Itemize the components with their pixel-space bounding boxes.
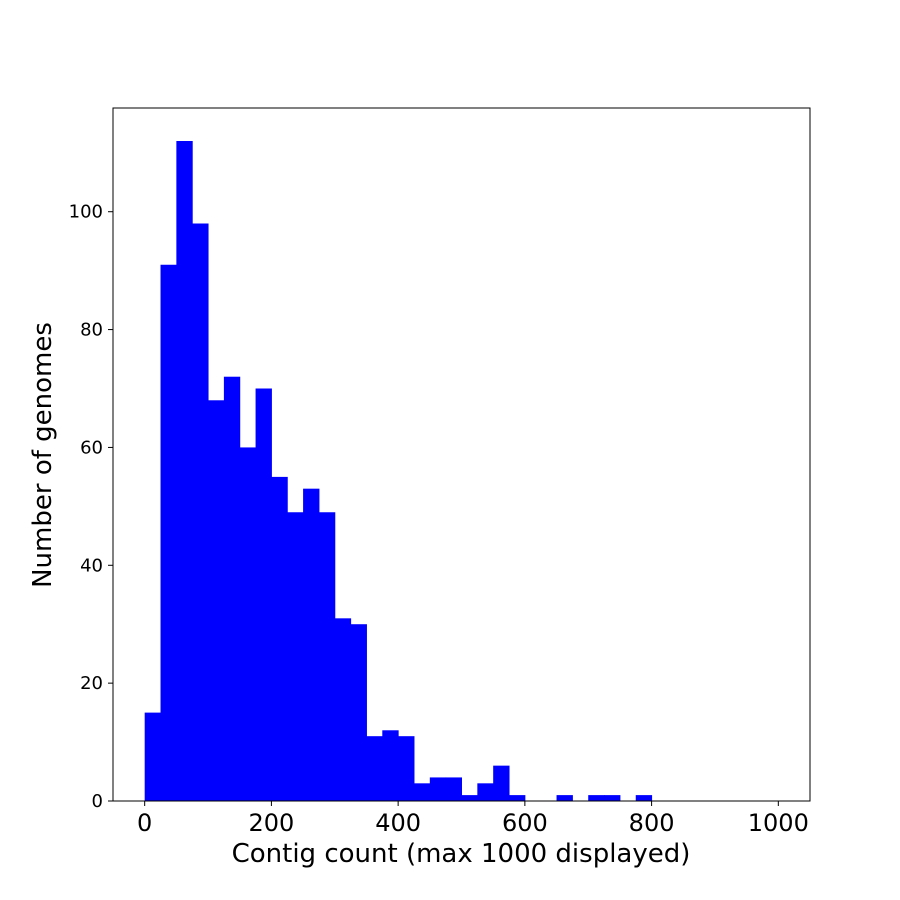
x-tick-label-5: 1000 bbox=[748, 809, 809, 837]
histogram-bar-22 bbox=[493, 765, 510, 801]
y-tick-label-0: 0 bbox=[92, 791, 103, 812]
histogram-bar-4 bbox=[208, 400, 225, 801]
x-tick-label-1: 200 bbox=[249, 809, 295, 837]
histogram-bar-13 bbox=[350, 624, 367, 801]
x-tick-label-3: 600 bbox=[502, 809, 548, 837]
histogram-bar-18 bbox=[429, 777, 447, 801]
histogram-bar-20 bbox=[461, 795, 478, 801]
histogram-bar-2 bbox=[176, 141, 193, 801]
histogram-bar-31 bbox=[635, 795, 653, 801]
x-tick-label-0: 0 bbox=[137, 809, 152, 837]
histogram-bar-14 bbox=[366, 736, 383, 801]
histogram-bar-21 bbox=[477, 783, 494, 801]
histogram-bar-12 bbox=[334, 618, 352, 801]
y-tick-label-5: 100 bbox=[69, 202, 103, 223]
x-axis-ticks: 0 200 400 600 800 1000 bbox=[137, 801, 809, 837]
histogram-bar-11 bbox=[318, 512, 336, 801]
histogram-bar-16 bbox=[398, 736, 415, 801]
histogram-bar-17 bbox=[413, 783, 431, 801]
histogram-bar-8 bbox=[271, 476, 288, 801]
histogram-bar-3 bbox=[192, 223, 209, 801]
y-tick-label-3: 60 bbox=[80, 437, 103, 458]
plot-frame bbox=[112, 107, 811, 802]
histogram-bar-5 bbox=[223, 376, 241, 801]
histogram-bar-7 bbox=[255, 388, 272, 801]
histogram-bar-0 bbox=[144, 712, 162, 801]
histogram-bar-9 bbox=[287, 512, 304, 801]
histogram-bar-10 bbox=[303, 488, 320, 801]
histogram-bar-6 bbox=[239, 447, 257, 801]
y-axis-ticks: 0 20 40 60 80 100 bbox=[69, 202, 113, 812]
histogram-bar-28 bbox=[588, 795, 605, 801]
histogram-bar-1 bbox=[160, 264, 177, 801]
histogram-bar-19 bbox=[445, 777, 462, 801]
y-tick-label-1: 20 bbox=[80, 673, 103, 694]
x-axis-label: Contig count (max 1000 displayed) bbox=[232, 839, 691, 869]
y-axis-label: Number of genomes bbox=[28, 322, 58, 588]
bars-group bbox=[144, 141, 653, 801]
histogram-bar-23 bbox=[509, 795, 526, 801]
histogram-bar-15 bbox=[382, 730, 399, 801]
histogram-bar-29 bbox=[604, 795, 621, 801]
x-tick-label-4: 800 bbox=[629, 809, 675, 837]
y-tick-label-2: 40 bbox=[80, 555, 103, 576]
x-tick-label-2: 400 bbox=[375, 809, 421, 837]
histogram-bar-26 bbox=[556, 795, 573, 801]
y-tick-label-4: 80 bbox=[80, 320, 103, 341]
